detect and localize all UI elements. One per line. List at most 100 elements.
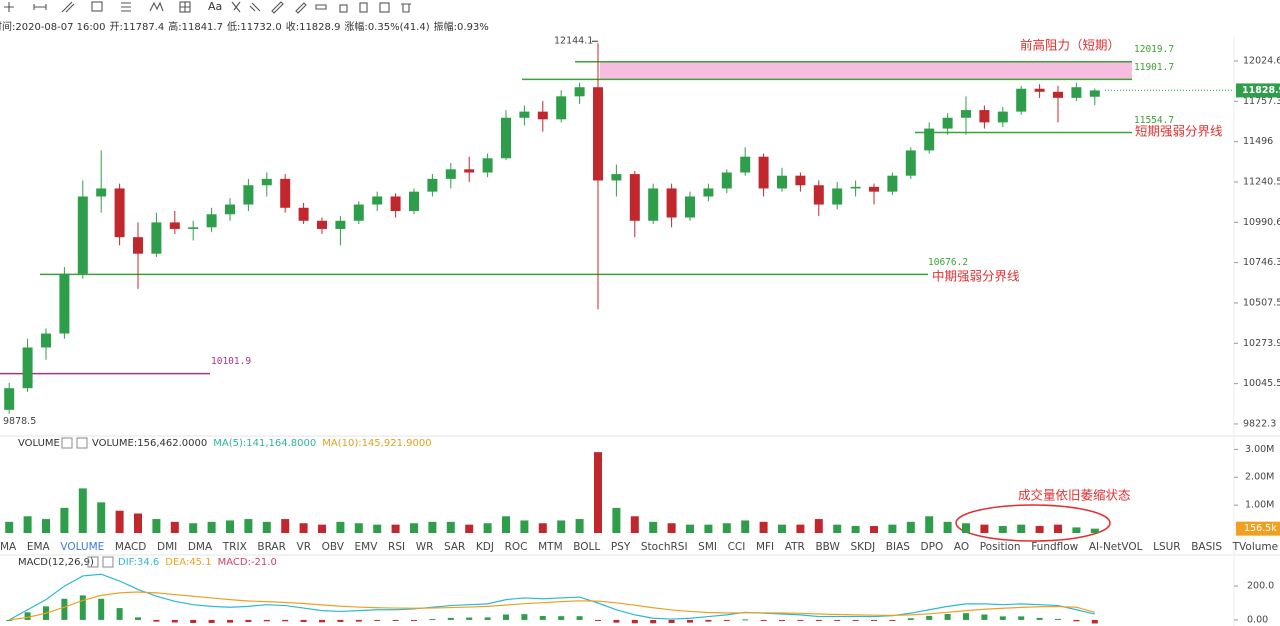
indicator-tab[interactable]: KDJ [476, 541, 494, 553]
candle-body [464, 169, 475, 173]
indicator-tab[interactable]: EMV [355, 541, 379, 553]
macd-histogram [797, 619, 804, 621]
indicator-tab[interactable]: LSUR [1153, 541, 1181, 553]
candle-body [611, 174, 622, 181]
volume-bar [520, 520, 529, 533]
info-label: 时间: [0, 20, 15, 33]
candle-body [813, 185, 824, 205]
macd-histogram [723, 619, 730, 621]
indicator-tab[interactable]: VR [297, 541, 311, 553]
y-tick-label: 10746.3 [1243, 257, 1280, 268]
indicator-tab[interactable]: Fundflow [1031, 541, 1078, 553]
macd-histogram [1036, 617, 1043, 620]
toolbar[interactable] [4, 1, 411, 14]
macd-histogram [355, 619, 362, 622]
volume-bar [170, 521, 179, 533]
volume-bar [630, 516, 639, 533]
indicator-tab[interactable]: BOLL [573, 541, 600, 553]
macd-histogram [779, 619, 785, 621]
volume-bar [998, 526, 1007, 533]
volume-bar [796, 524, 805, 533]
annotation: 中期强弱分界线 [932, 269, 1020, 284]
volume-bar [115, 510, 124, 533]
macd-histogram [1055, 618, 1061, 620]
indicator-tab[interactable]: BASIS [1191, 541, 1222, 553]
level-label: 11554.7 [1134, 115, 1174, 126]
indicator-tab[interactable]: Position [980, 541, 1021, 553]
indicator-tab[interactable]: AO [954, 541, 969, 553]
volume-bar [354, 523, 363, 533]
indicator-tab[interactable]: TVolume [1232, 541, 1278, 553]
macd-histogram [889, 619, 896, 621]
y-tick-label: 11240.5 [1243, 176, 1280, 187]
candle-body [4, 388, 15, 410]
indicator-tab[interactable]: MFI [756, 541, 774, 553]
indicator-tab[interactable]: StochRSI [641, 541, 688, 553]
info-label: 低: [227, 20, 240, 33]
indicator-tab[interactable]: BBW [815, 541, 840, 553]
macd-histogram [282, 619, 289, 622]
macd-histogram [871, 619, 877, 621]
candle-body [206, 214, 217, 228]
indicator-tab[interactable]: DPO [921, 541, 944, 553]
indicator-tab[interactable]: AI-NetVOL [1089, 541, 1143, 553]
y-tick-label: 10045.5 [1243, 378, 1280, 389]
macd-legend: DEA:45.1 [165, 557, 211, 568]
candle-body [850, 186, 861, 189]
volume-bar [594, 452, 602, 533]
indicator-tab[interactable]: CCI [728, 541, 746, 553]
volume-bar [538, 523, 547, 533]
macd-histogram [153, 619, 160, 622]
volume-bar [1017, 524, 1026, 533]
y-tick-label: 1.00M [1245, 500, 1274, 511]
indicator-tab[interactable]: OBV [322, 541, 345, 553]
macd-histogram [429, 619, 436, 621]
volume-bar [465, 524, 474, 533]
indicator-tab[interactable]: VOLUME [60, 541, 104, 553]
macd-histogram [705, 619, 712, 622]
candle-body [924, 128, 935, 151]
volume-bar [410, 523, 418, 533]
candle-body [832, 188, 843, 205]
candle-body [188, 227, 199, 229]
y-tick-label: 3.00M [1245, 444, 1274, 455]
candle-body [1016, 88, 1027, 112]
candle-body [721, 172, 732, 189]
level-label: 11901.7 [1134, 62, 1174, 73]
y-tick-label: 11496 [1243, 136, 1273, 147]
candle-body [482, 158, 493, 173]
indicator-tab[interactable]: BIAS [886, 541, 910, 553]
indicator-tab[interactable]: PSY [611, 541, 631, 553]
indicator-tab[interactable]: SKDJ [850, 541, 875, 553]
candle-body [758, 156, 769, 189]
candle-body [22, 347, 33, 389]
y-tick-label: 0.00 [1247, 614, 1268, 625]
volume-tag-label: 156.5k [1244, 523, 1277, 534]
indicator-tab[interactable]: ROC [505, 541, 528, 553]
settings-icon [61, 437, 73, 449]
indicator-tab[interactable]: TRIX [222, 541, 247, 553]
indicator-tab[interactable]: DMI [157, 541, 177, 553]
indicator-tab[interactable]: MACD [115, 541, 146, 553]
font-button[interactable]: Aa [208, 0, 222, 13]
indicator-tab[interactable]: SMI [698, 541, 717, 553]
indicator-tab[interactable]: SAR [444, 541, 465, 553]
indicator-tab[interactable]: BRAR [257, 541, 286, 553]
candle-body [1089, 90, 1100, 97]
indicator-tab[interactable]: RSI [388, 541, 405, 553]
indicator-tab[interactable]: DMA [188, 541, 213, 553]
indicator-tab[interactable]: MTM [538, 541, 563, 553]
indicator-tab[interactable]: MA [0, 541, 17, 553]
macd-histogram [245, 619, 252, 622]
volume-tag [1236, 521, 1280, 536]
candle-body [243, 185, 254, 205]
candle-body [298, 207, 309, 221]
volume-bar [189, 523, 198, 533]
macd-histogram [650, 619, 657, 624]
candle-body [372, 196, 383, 205]
indicator-tab[interactable]: EMA [27, 541, 51, 553]
indicator-tab[interactable]: ATR [785, 541, 805, 553]
candle-body [353, 204, 364, 221]
candle-body [519, 111, 530, 118]
indicator-tab[interactable]: WR [416, 541, 434, 553]
